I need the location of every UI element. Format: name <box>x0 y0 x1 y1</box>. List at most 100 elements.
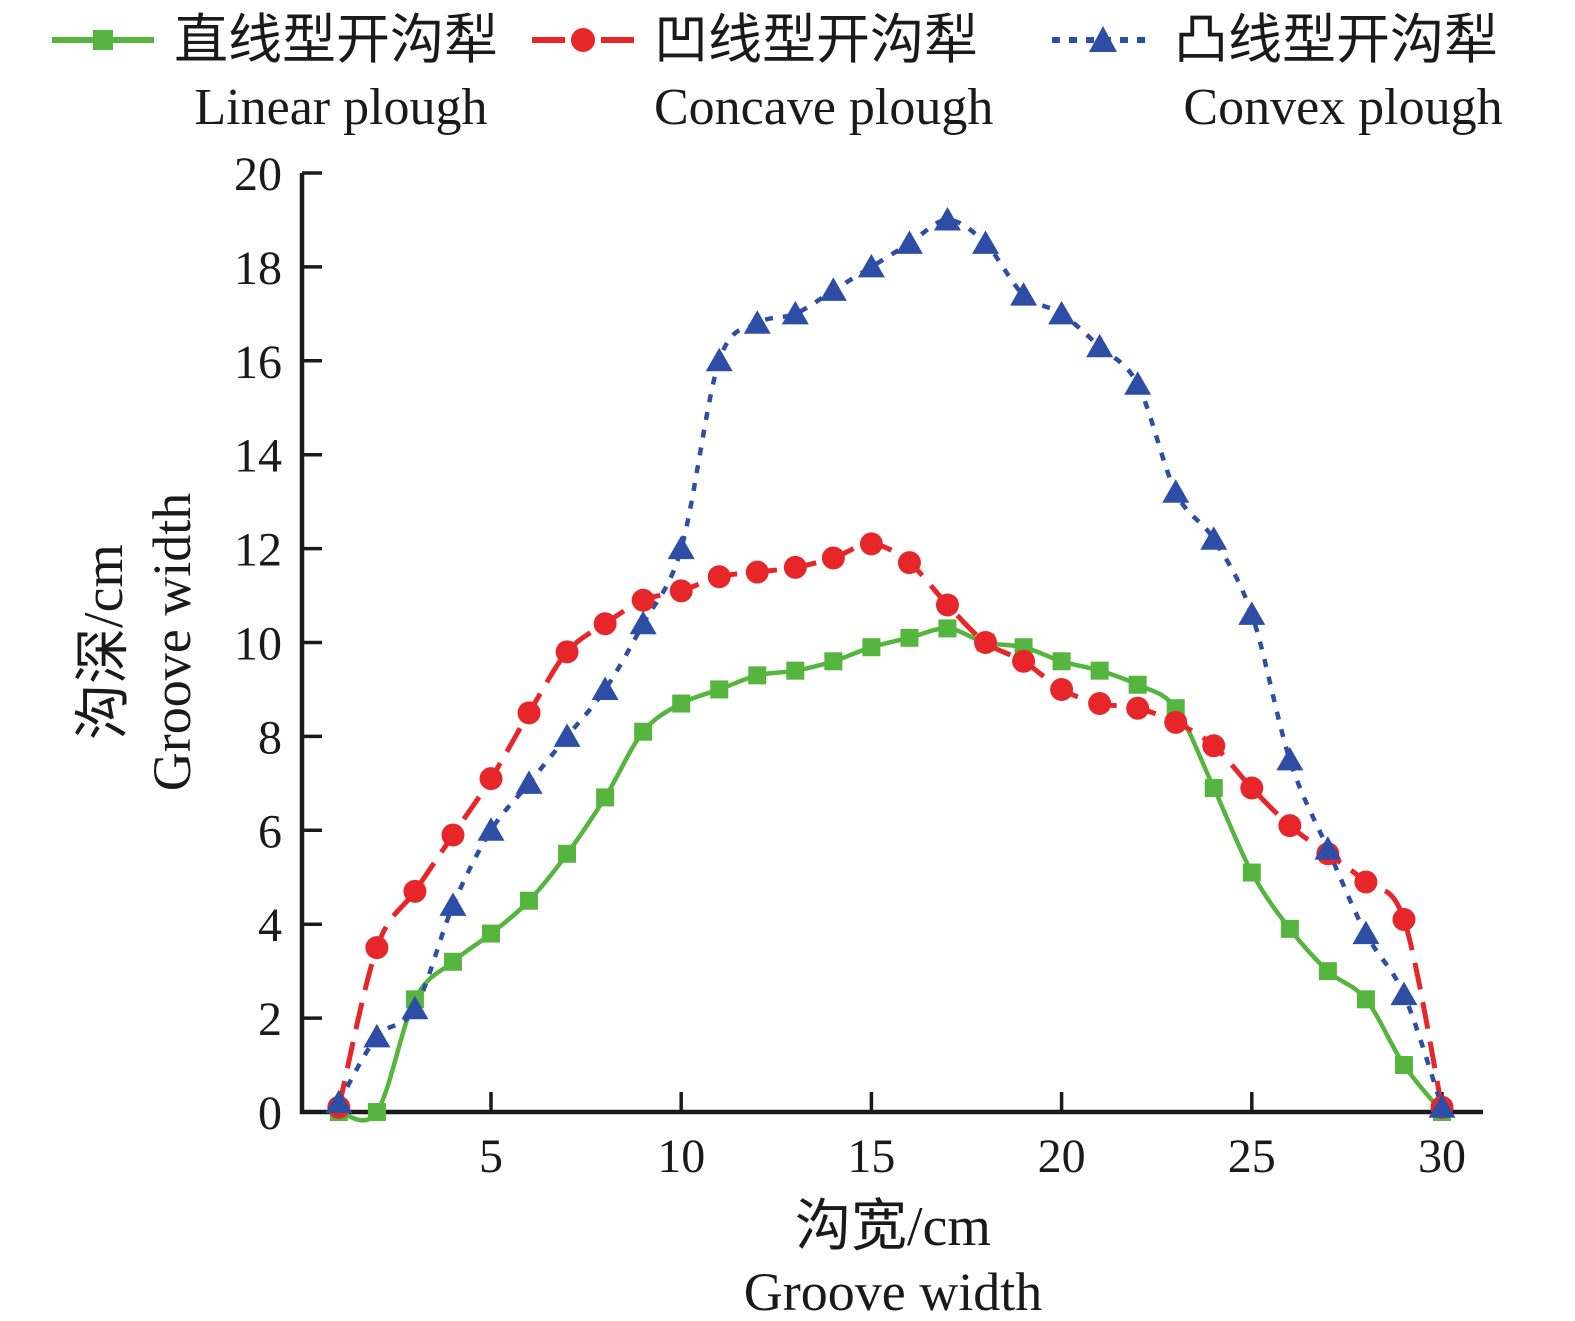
marker-circle <box>935 593 959 617</box>
marker-circle <box>1392 908 1416 932</box>
series-convex-line <box>336 217 1445 1109</box>
marker-triangle <box>515 770 543 794</box>
marker-square <box>938 619 957 638</box>
marker-square <box>596 788 615 807</box>
x-tick-label: 10 <box>657 1130 705 1183</box>
y-tick-label: 0 <box>258 1087 282 1140</box>
marker-circle <box>897 551 921 575</box>
marker-triangle <box>591 676 619 700</box>
marker-square <box>786 661 805 680</box>
marker-circle <box>783 555 807 579</box>
legend-swatch-concave-icon <box>532 28 634 52</box>
legend-marker-triangle <box>1089 26 1117 52</box>
marker-circle <box>859 532 883 556</box>
marker-triangle <box>1352 920 1380 945</box>
marker-circle <box>631 588 655 612</box>
marker-triangle <box>1010 282 1038 306</box>
marker-triangle <box>781 300 809 325</box>
marker-square <box>634 722 653 741</box>
marker-triangle <box>629 610 657 635</box>
legend-label-cn-concave: 凹线型开沟犁 <box>654 10 978 70</box>
marker-triangle <box>1238 601 1266 625</box>
series-convex-markers <box>325 206 1456 1118</box>
x-tick-label: 20 <box>1038 1130 1086 1183</box>
marker-circle <box>555 640 579 664</box>
axes-line <box>299 173 1483 1115</box>
marker-circle <box>821 546 845 570</box>
marker-triangle <box>667 535 695 560</box>
marker-triangle <box>819 277 847 301</box>
marker-triangle <box>933 206 961 231</box>
marker-triangle <box>1390 981 1418 1006</box>
x-axis-title-cn: 沟宽/cm <box>795 1196 991 1258</box>
legend-label-cn-linear: 直线型开沟犁 <box>174 10 498 70</box>
y-tick-label: 6 <box>258 805 282 858</box>
marker-circle <box>1278 814 1302 838</box>
marker-circle <box>593 612 617 636</box>
marker-triangle <box>477 817 505 841</box>
marker-triangle <box>1162 479 1190 503</box>
marker-circle <box>1354 870 1378 894</box>
marker-square <box>1052 652 1071 671</box>
y-tick-label: 12 <box>234 524 282 577</box>
marker-square <box>672 694 691 713</box>
marker-triangle <box>1428 1094 1456 1118</box>
marker-circle <box>365 936 389 960</box>
legend-swatch-linear-icon <box>52 30 154 50</box>
marker-circle <box>707 565 731 589</box>
series-linear-line <box>338 626 1444 1123</box>
x-axis-title-en: Groove width <box>744 1262 1042 1321</box>
marker-square <box>1204 779 1223 798</box>
marker-circle <box>1126 696 1150 720</box>
marker-triangle <box>895 230 923 254</box>
marker-square <box>482 924 500 943</box>
series-concave-line <box>336 541 1445 1108</box>
legend-row-convex: 凸线型开沟犁 <box>1052 8 1512 72</box>
marker-triangle <box>857 253 885 278</box>
marker-triangle <box>1200 526 1228 550</box>
y-tick-label: 4 <box>258 899 282 952</box>
legend-row-linear: 直线型开沟犁 <box>52 8 508 72</box>
marker-triangle <box>363 1023 391 1048</box>
y-tick-label: 10 <box>234 618 282 671</box>
legend-row-concave: 凹线型开沟犁 <box>532 8 988 72</box>
marker-triangle <box>401 995 429 1020</box>
marker-triangle <box>439 892 467 916</box>
marker-square <box>1394 1056 1413 1075</box>
y-tick-label: 8 <box>258 711 282 764</box>
marker-circle <box>441 823 465 847</box>
legend-swatch-convex-icon <box>1052 26 1154 52</box>
marker-square <box>367 1103 386 1121</box>
legend-label-en-linear: Linear plough <box>194 79 488 136</box>
x-tick-label: 25 <box>1228 1130 1276 1183</box>
legend-label-en-concave: Concave plough <box>654 79 994 136</box>
marker-triangle <box>1276 746 1304 771</box>
marker-square <box>748 666 767 685</box>
y-tick-label: 20 <box>234 148 282 201</box>
marker-triangle <box>325 1089 353 1114</box>
y-axis-title-cn: 沟深/cm <box>73 544 135 740</box>
y-tick-label: 16 <box>234 336 282 389</box>
marker-circle <box>669 579 693 603</box>
y-tick-label: 18 <box>234 242 282 295</box>
marker-square <box>1090 661 1109 680</box>
x-tick-label: 5 <box>479 1130 503 1183</box>
y-tick-label: 2 <box>258 993 282 1046</box>
marker-circle <box>1088 692 1112 716</box>
marker-square <box>824 652 843 671</box>
marker-triangle <box>1314 836 1342 860</box>
marker-square <box>520 891 539 910</box>
marker-triangle <box>972 230 1000 254</box>
marker-triangle <box>1086 333 1114 358</box>
marker-circle <box>1240 776 1264 800</box>
marker-square <box>862 638 881 657</box>
series-linear-markers <box>329 619 1451 1121</box>
marker-square <box>443 952 462 971</box>
legend-label-en-convex: Convex plough <box>1183 79 1503 136</box>
marker-circle <box>1050 677 1074 701</box>
x-tick-label: 30 <box>1418 1130 1466 1183</box>
marker-square <box>710 680 729 699</box>
marker-square <box>1318 962 1337 981</box>
